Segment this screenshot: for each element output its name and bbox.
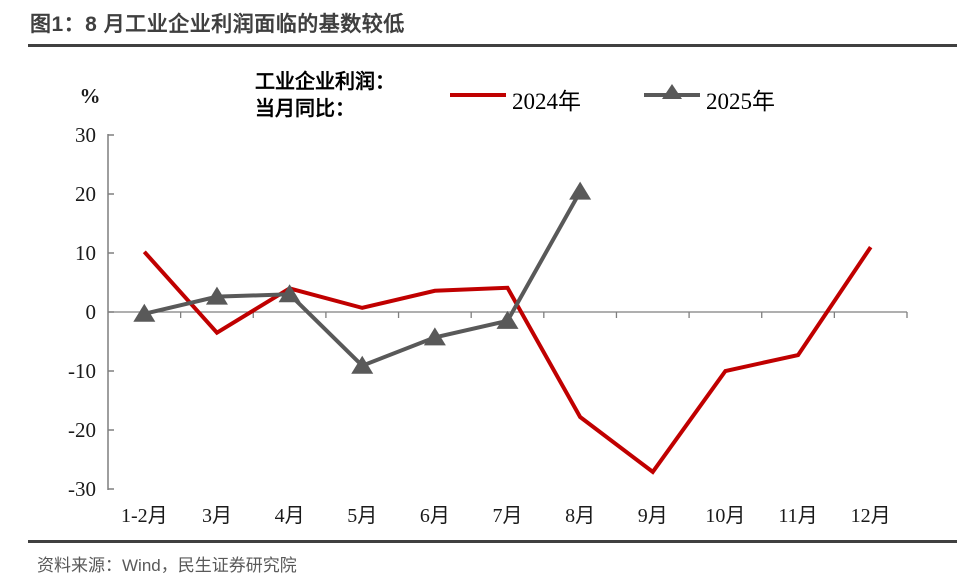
y-tick-label: -20	[68, 418, 96, 442]
y-tick-label: 20	[75, 182, 96, 206]
data-point-triangle	[133, 303, 156, 322]
chart-caption: 工业企业利润： 当月同比：	[255, 69, 395, 123]
x-tick-label: 10月	[705, 505, 745, 527]
x-tick-label: 6月	[420, 505, 450, 527]
legend-label-2024: 2024年	[512, 89, 581, 114]
x-tick-label: 3月	[202, 505, 232, 527]
y-axis-unit-label: %	[80, 84, 101, 108]
legend-label-2025: 2025年	[706, 89, 775, 114]
y-tick-label: -10	[68, 359, 96, 383]
data-point-triangle	[351, 355, 374, 374]
legend-triangle-2025-icon	[662, 84, 682, 99]
data-point-triangle	[423, 327, 446, 346]
x-tick-label: 7月	[493, 505, 523, 527]
title-underline	[28, 44, 957, 47]
source-divider	[28, 540, 957, 543]
x-tick-label: 9月	[638, 505, 668, 527]
series-line-2025年	[143, 190, 582, 369]
x-tick-label: 12月	[851, 505, 891, 527]
source-note: 资料来源：Wind，民生证券研究院	[37, 556, 297, 575]
legend-line-2024-icon	[450, 93, 506, 97]
data-point-triangle	[205, 286, 228, 305]
y-tick-label: 10	[75, 241, 96, 265]
data-point-triangle	[278, 284, 301, 303]
x-tick-label: 8月	[565, 505, 595, 527]
x-tick-label: 5月	[347, 505, 377, 527]
data-point-triangle	[496, 310, 519, 329]
page-title: 图1：8 月工业企业利润面临的基数较低	[30, 13, 405, 36]
data-point-triangle	[569, 181, 592, 200]
y-tick-label: -30	[68, 477, 96, 501]
x-tick-label: 1-2月	[121, 505, 168, 527]
x-tick-label: 11月	[778, 505, 817, 527]
chart-caption-line1: 工业企业利润：	[255, 71, 395, 93]
y-tick-label: 30	[75, 123, 96, 147]
chart-caption-line2: 当月同比：	[255, 98, 355, 120]
series-line-2024年	[142, 245, 873, 475]
y-tick-label: 0	[86, 300, 97, 324]
x-tick-label: 4月	[275, 505, 305, 527]
